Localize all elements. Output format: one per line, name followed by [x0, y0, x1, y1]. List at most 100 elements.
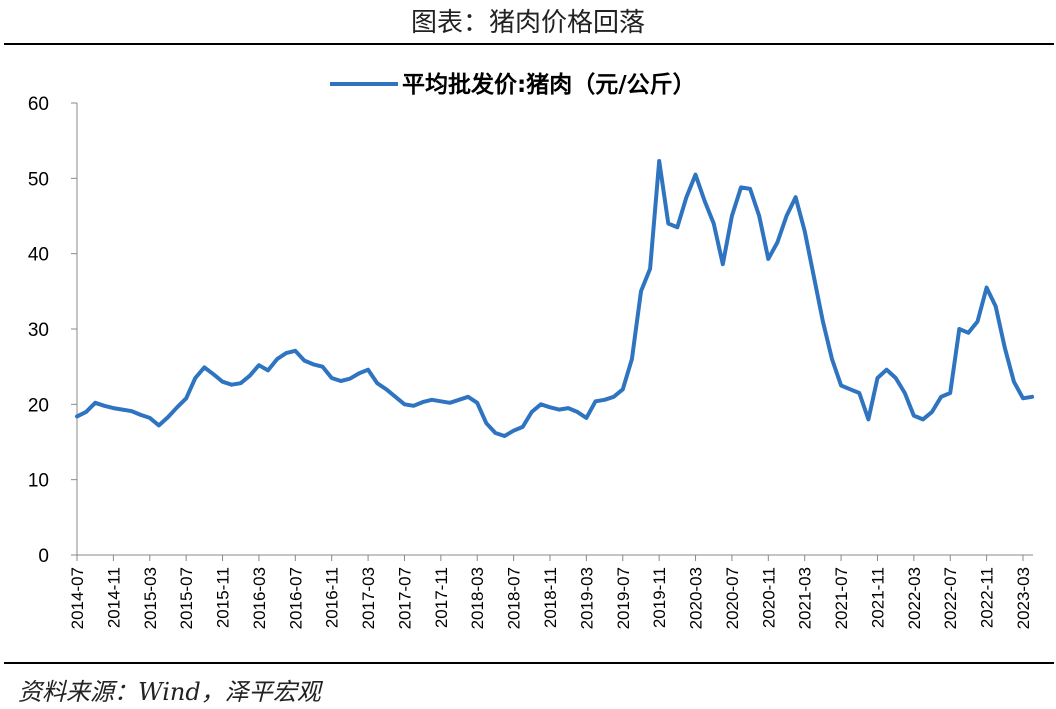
- data-point: [766, 257, 770, 261]
- data-point: [566, 406, 570, 410]
- data-point: [321, 365, 325, 369]
- data-point: [630, 357, 634, 361]
- data-point: [976, 320, 979, 323]
- data-point: [621, 387, 625, 391]
- data-point: [712, 222, 716, 225]
- series-line: [75, 159, 1035, 438]
- data-point: [1012, 380, 1016, 384]
- data-point: [403, 402, 406, 406]
- data-point: [211, 372, 215, 376]
- x-tick-label: 2023-03: [1014, 567, 1033, 629]
- data-point: [202, 365, 206, 369]
- data-point: [575, 410, 579, 414]
- data-point: [184, 396, 188, 400]
- data-point: [876, 376, 879, 380]
- data-point: [921, 417, 925, 421]
- data-point: [1021, 396, 1025, 400]
- data-point: [148, 416, 152, 420]
- data-point: [794, 195, 798, 199]
- top-rule: [4, 43, 1054, 45]
- data-point: [821, 320, 825, 323]
- data-point: [521, 425, 525, 429]
- data-point: [284, 351, 288, 355]
- data-point: [257, 363, 261, 367]
- data-point: [412, 404, 416, 408]
- x-tick-label: 2018-03: [468, 567, 487, 629]
- data-point: [894, 376, 898, 380]
- x-tick-label: 2019-07: [614, 567, 633, 629]
- data-point: [330, 376, 334, 380]
- x-tick-label: 2018-07: [505, 567, 524, 629]
- data-point: [912, 414, 916, 418]
- x-tick-label: 2019-11: [650, 567, 669, 628]
- x-tick-label: 2021-07: [832, 567, 851, 629]
- x-tick-label: 2015-03: [141, 567, 160, 629]
- data-point: [375, 381, 379, 385]
- x-tick-label: 2020-03: [687, 567, 706, 629]
- data-point: [439, 399, 443, 403]
- x-tick-label: 2017-03: [359, 567, 378, 629]
- data-point: [357, 371, 361, 375]
- y-tick-label: 50: [28, 169, 49, 190]
- data-point: [939, 395, 943, 399]
- data-point: [1003, 346, 1007, 350]
- data-point: [948, 391, 952, 395]
- data-point: [312, 362, 315, 366]
- data-point: [657, 159, 661, 163]
- data-point: [739, 185, 743, 189]
- x-tick-label: 2022-07: [941, 567, 960, 629]
- data-point: [384, 387, 388, 391]
- data-point: [703, 199, 707, 203]
- data-point: [721, 262, 725, 266]
- y-axis: 0 10 20 30 40 50 60: [28, 94, 78, 567]
- data-point: [866, 417, 870, 421]
- data-point: [393, 395, 397, 399]
- data-point: [830, 357, 834, 361]
- x-tick-label: 2021-03: [796, 567, 815, 629]
- data-point: [302, 359, 306, 363]
- data-point: [130, 409, 134, 413]
- x-tick-label: 2020-11: [759, 567, 778, 628]
- figure-title: 图表：猪肉价格回落: [410, 8, 645, 38]
- y-tick-label: 20: [28, 395, 49, 416]
- data-point: [193, 376, 197, 380]
- data-point: [757, 214, 761, 218]
- data-point: [239, 381, 243, 385]
- data-point: [530, 410, 534, 414]
- x-tick-label: 2020-07: [723, 567, 742, 629]
- x-tick-label: 2022-03: [905, 567, 924, 629]
- data-point: [84, 410, 88, 414]
- data-point: [93, 401, 97, 405]
- y-tick-label: 40: [28, 245, 49, 266]
- x-tick-label: 2016-07: [286, 567, 305, 629]
- data-point: [748, 187, 752, 191]
- data-point: [339, 379, 343, 383]
- data-point: [484, 421, 488, 425]
- y-tick-label: 0: [38, 546, 49, 567]
- x-tick-label: 2017-07: [395, 567, 414, 629]
- data-point: [675, 225, 679, 229]
- data-point: [903, 391, 907, 395]
- data-point: [102, 404, 106, 408]
- data-point: [603, 398, 607, 402]
- x-tick-label: 2019-03: [577, 567, 596, 629]
- data-point: [985, 286, 989, 290]
- y-tick-label: 10: [28, 471, 49, 492]
- x-tick-label: 2016-03: [250, 567, 269, 629]
- x-tick-label: 2015-07: [177, 567, 196, 629]
- legend-label: 平均批发价:猪肉（元/公斤）: [402, 71, 696, 98]
- data-point: [612, 395, 616, 399]
- data-point: [139, 413, 143, 417]
- data-point: [157, 423, 161, 427]
- data-point: [248, 374, 252, 378]
- data-point: [639, 289, 643, 293]
- line-chart: 0 10 20 30 40 50 60 2014-07 2014-11 2015-03 2015-…: [28, 71, 1035, 629]
- data-point: [648, 267, 652, 271]
- data-point: [121, 408, 124, 412]
- data-point: [366, 368, 370, 372]
- legend: 平均批发价:猪肉（元/公斤）: [330, 71, 696, 98]
- data-point: [430, 398, 434, 402]
- data-point: [421, 400, 425, 404]
- data-point: [539, 402, 543, 406]
- data-point: [175, 405, 179, 409]
